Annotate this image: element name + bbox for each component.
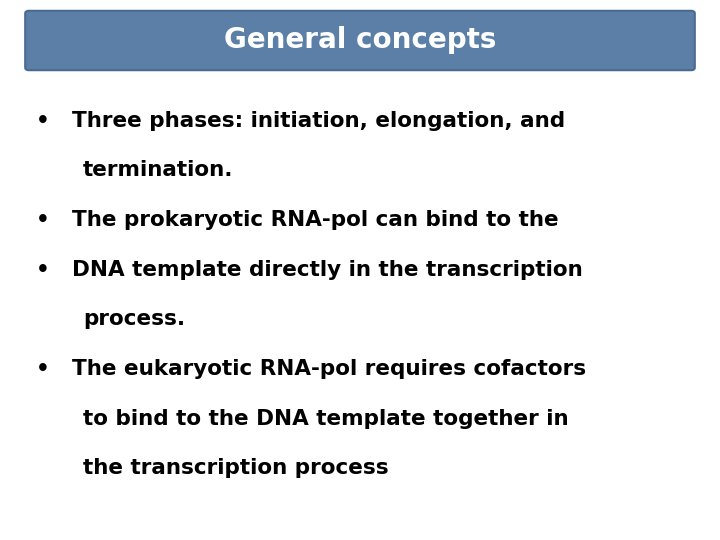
Text: DNA template directly in the transcription: DNA template directly in the transcripti… [72, 260, 582, 280]
Text: Three phases: initiation, elongation, and: Three phases: initiation, elongation, an… [72, 111, 565, 131]
Text: •: • [36, 359, 50, 379]
Text: The eukaryotic RNA-pol requires cofactors: The eukaryotic RNA-pol requires cofactor… [72, 359, 586, 379]
Text: termination.: termination. [83, 160, 233, 180]
Text: •: • [36, 210, 50, 230]
Text: the transcription process: the transcription process [83, 458, 388, 478]
FancyBboxPatch shape [25, 11, 695, 70]
Text: •: • [36, 260, 50, 280]
Text: General concepts: General concepts [224, 26, 496, 55]
Text: The prokaryotic RNA-pol can bind to the: The prokaryotic RNA-pol can bind to the [72, 210, 559, 230]
Text: process.: process. [83, 309, 185, 329]
Text: •: • [36, 111, 50, 131]
Text: to bind to the DNA template together in: to bind to the DNA template together in [83, 409, 568, 429]
